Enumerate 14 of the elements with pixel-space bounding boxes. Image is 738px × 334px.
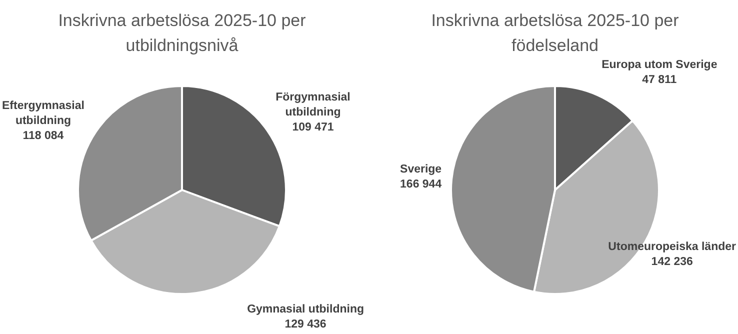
- data-label: 129 436: [284, 318, 326, 331]
- chart-title: Inskrivna arbetslösa 2025-10 per födelseland: [430, 10, 680, 57]
- chart-title: Inskrivna arbetslösa 2025-10 per utbildningsnivå: [57, 10, 307, 57]
- slice-label: Förgymnasial utbildning: [276, 91, 350, 118]
- slice-label: Utomeuropeiska länder: [608, 241, 737, 254]
- data-label: 142 236: [651, 256, 693, 268]
- slice-label: Eftergymnasial utbildning: [2, 100, 84, 127]
- slice-label: Sverige: [400, 164, 442, 176]
- data-label: 118 084: [22, 130, 64, 142]
- data-label: 47 811: [642, 74, 678, 86]
- slice-label: Gymnasial utbildning: [247, 304, 364, 316]
- data-label: 109 471: [292, 121, 334, 134]
- slice-label: Europa utom Sverige: [602, 58, 718, 71]
- data-label: 166 944: [400, 178, 442, 191]
